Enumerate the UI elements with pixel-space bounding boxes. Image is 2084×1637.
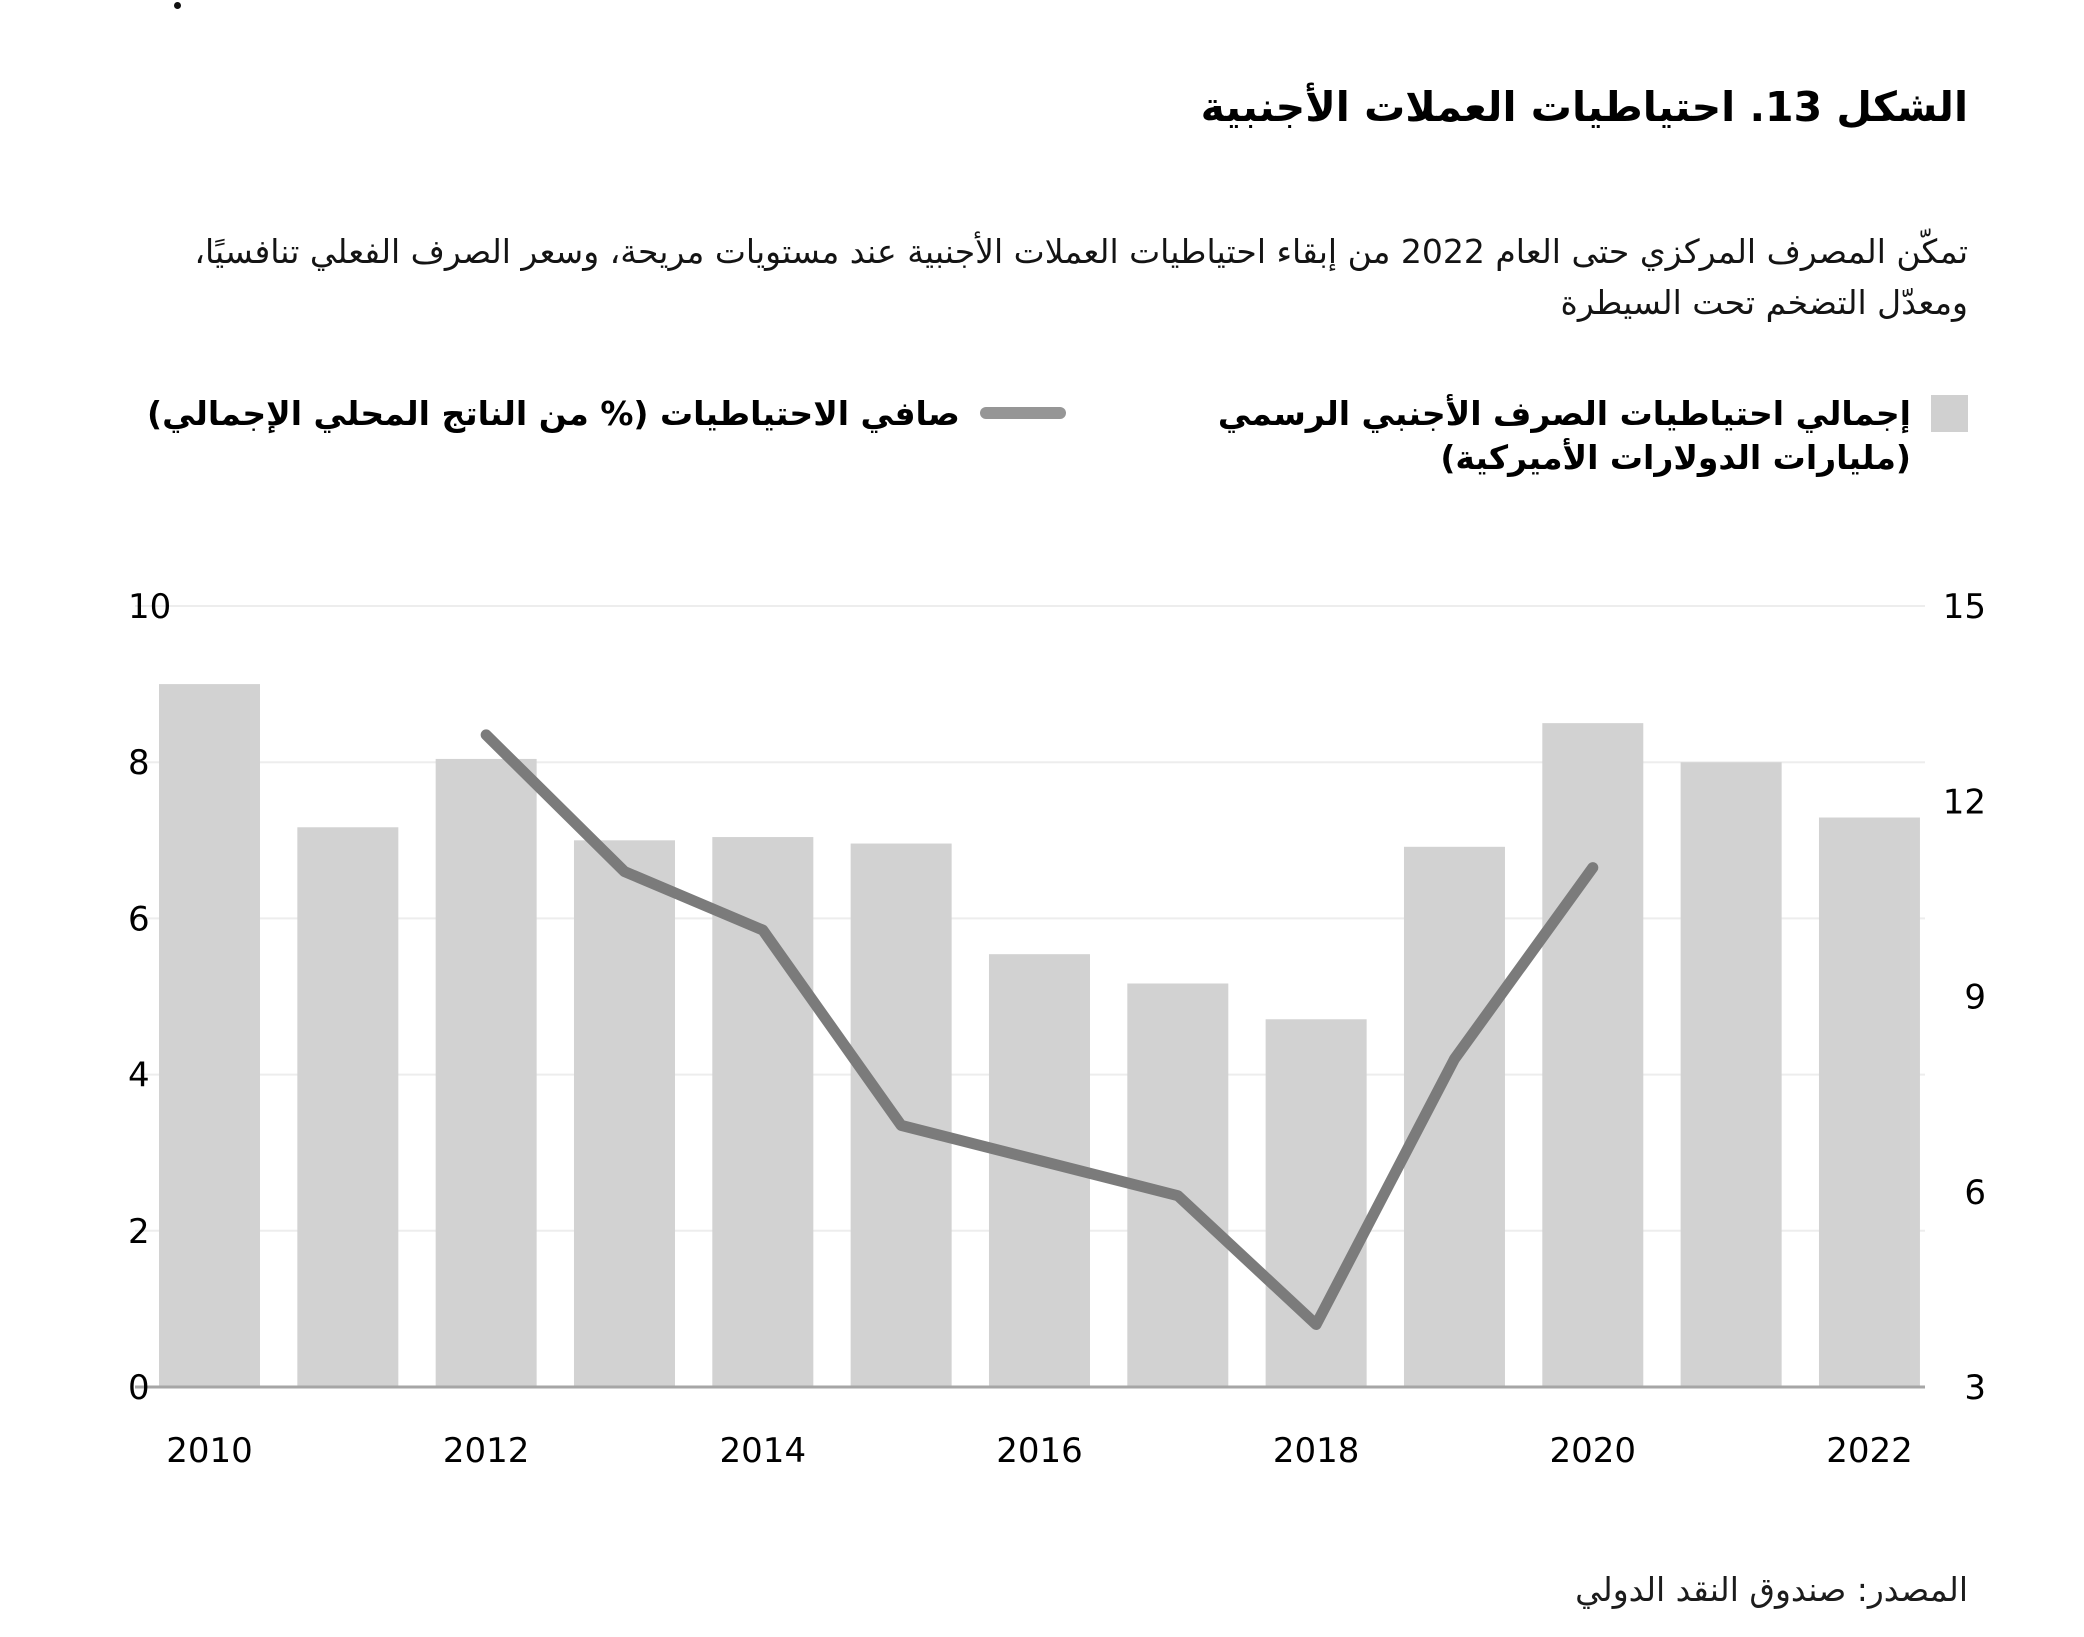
line-series-marker-icon [979, 407, 1066, 419]
figure-title: الشكل 13. احتياطيات العملات الأجنبية [1200, 83, 1968, 132]
bar-2022 [1818, 817, 1920, 1387]
right-axis-tick-9: 9 [1964, 978, 1986, 1018]
x-axis-label-2022: 2022 [1826, 1431, 1913, 1471]
bar-2018 [1265, 1019, 1367, 1387]
legend-item-bars-label: إجمالي احتياطيات الصرف الأجنبي الرسمي (م… [1218, 392, 1911, 479]
legend-bars-line2: (مليارات الدولارات الأميركية) [1440, 437, 1911, 477]
legend-item-line-label: صافي الاحتياطيات (% من الناتج المحلي الإ… [147, 394, 960, 433]
right-axis-tick-3: 3 [1964, 1368, 1986, 1408]
left-axis-tick-6: 6 [128, 899, 150, 939]
bar-2021 [1680, 762, 1782, 1387]
bar-2015 [850, 843, 952, 1387]
x-axis-label-2018: 2018 [1273, 1431, 1360, 1471]
bar-2011 [297, 827, 399, 1387]
x-axis-label-2012: 2012 [443, 1431, 530, 1471]
source-note: المصدر: صندوق النقد الدولي [1575, 1570, 1968, 1609]
left-axis-tick-4: 4 [128, 1056, 150, 1096]
chart-legend: إجمالي احتياطيات الصرف الأجنبي الرسمي (م… [116, 392, 1968, 479]
right-axis-tick-15: 15 [1943, 587, 1986, 627]
left-axis-tick-0: 0 [128, 1368, 150, 1408]
bar-2013 [573, 840, 675, 1387]
x-axis-label-2016: 2016 [996, 1431, 1083, 1471]
x-axis-label-2020: 2020 [1550, 1431, 1637, 1471]
left-axis-tick-8: 8 [128, 743, 150, 783]
right-axis-tick-12: 12 [1943, 782, 1986, 822]
legend-item-bars: إجمالي احتياطيات الصرف الأجنبي الرسمي (م… [1218, 392, 1968, 479]
net-reserves-line [480, 729, 1599, 1331]
x-axis-label-2010: 2010 [166, 1431, 253, 1471]
bar-2012 [435, 758, 537, 1387]
figure-subtitle: تمكّن المصرف المركزي حتى العام 2022 من إ… [194, 232, 1968, 323]
x-axis-label-2014: 2014 [720, 1431, 807, 1471]
left-axis-tick-2: 2 [128, 1212, 150, 1252]
left-axis-tick-10: 10 [128, 587, 171, 627]
bar-series-swatch-icon [1931, 395, 1968, 432]
stray-bullet-dot [174, 2, 181, 9]
right-axis-tick-6: 6 [1964, 1173, 1986, 1213]
bar-2020 [1542, 723, 1644, 1387]
legend-bars-line1: إجمالي احتياطيات الصرف الأجنبي الرسمي [1217, 394, 1911, 433]
legend-item-line: صافي الاحتياطيات (% من الناتج المحلي الإ… [147, 392, 1066, 436]
bar-2010 [159, 684, 260, 1387]
